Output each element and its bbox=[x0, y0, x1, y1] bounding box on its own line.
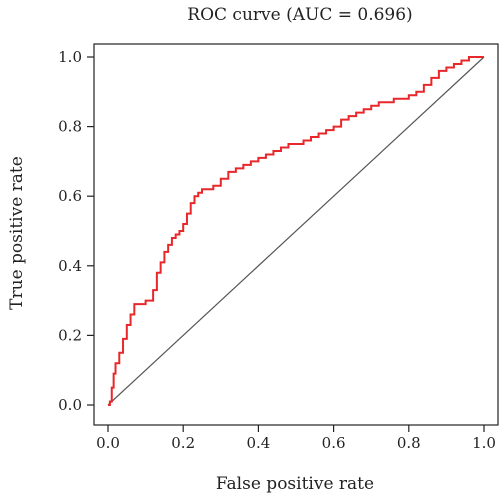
y-axis-label: True positive rate bbox=[7, 156, 27, 310]
y-tick-label: 1.0 bbox=[58, 48, 82, 66]
x-tick-label: 0.8 bbox=[397, 434, 421, 452]
roc-curve-line bbox=[108, 56, 484, 406]
y-tick-label: 0.4 bbox=[58, 257, 82, 275]
plot-layer bbox=[107, 56, 485, 406]
y-tick-label: 0.2 bbox=[58, 326, 82, 344]
y-axis-ticks: 0.0 0.2 0.4 0.6 0.8 1.0 bbox=[58, 48, 94, 414]
x-tick-label: 1.0 bbox=[472, 434, 496, 452]
y-tick-label: 0.6 bbox=[58, 187, 82, 205]
x-tick-label: 0.2 bbox=[171, 434, 195, 452]
x-axis-label: False positive rate bbox=[216, 474, 374, 494]
x-tick-label: 0.6 bbox=[322, 434, 346, 452]
plot-frame bbox=[93, 43, 499, 426]
y-tick-label: 0.0 bbox=[58, 396, 82, 414]
x-axis-ticks: 0.0 0.2 0.4 0.6 0.8 1.0 bbox=[96, 425, 496, 452]
x-tick-label: 0.4 bbox=[246, 434, 270, 452]
chart-title: ROC curve (AUC = 0.696) bbox=[187, 5, 412, 25]
diagonal-reference-line bbox=[107, 56, 485, 406]
x-tick-label: 0.0 bbox=[96, 434, 120, 452]
y-tick-label: 0.8 bbox=[58, 118, 82, 136]
